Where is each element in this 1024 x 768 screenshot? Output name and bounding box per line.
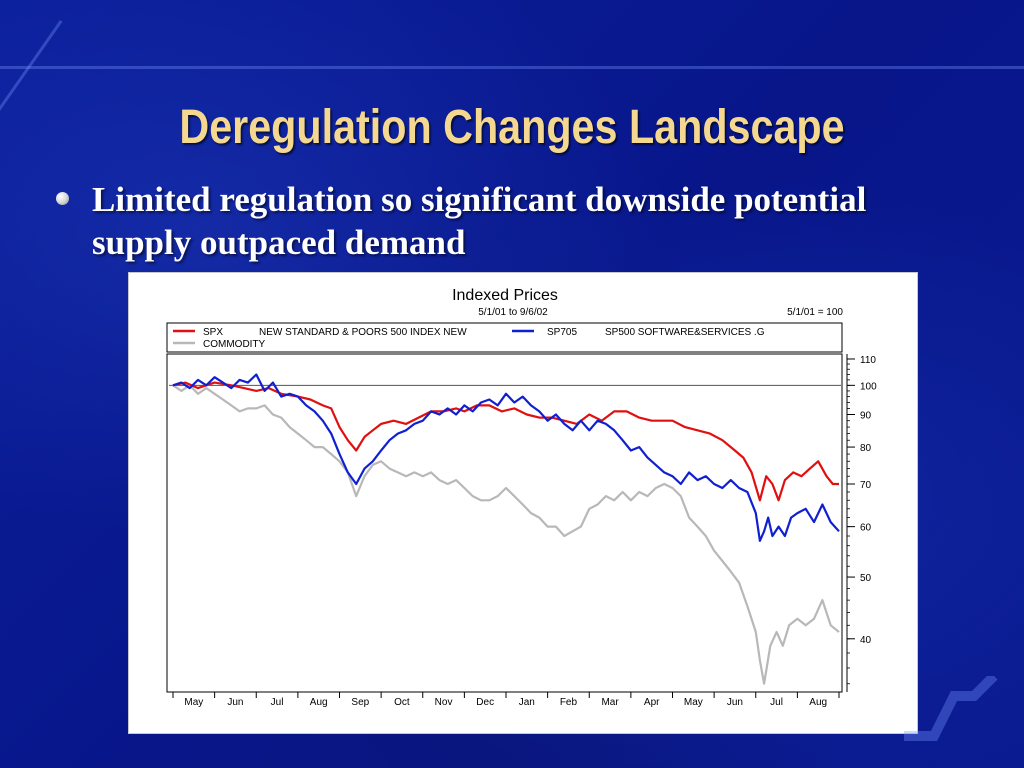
x-tick-label: Dec <box>476 697 494 708</box>
x-tick-label: Feb <box>560 697 578 708</box>
x-tick-label: Mar <box>601 697 619 708</box>
x-tick-label: Jun <box>227 697 243 708</box>
slide-title: Deregulation Changes Landscape <box>179 101 845 154</box>
x-tick-label: Jul <box>271 697 284 708</box>
y-tick-label: 80 <box>860 443 872 454</box>
series-group <box>172 373 840 685</box>
chart-legend-box <box>166 322 843 353</box>
series-line-commodity <box>172 384 840 685</box>
x-tick-label: Nov <box>435 697 453 708</box>
x-tick-label: Sep <box>351 697 369 708</box>
x-axis: May Jun Jul Aug Sep Oct Nov Dec Jan Feb Mar Apr May J… <box>172 692 840 708</box>
x-tick-label: Oct <box>394 697 410 708</box>
corner-logo-mark <box>904 676 998 741</box>
x-tick-label: Aug <box>310 697 328 708</box>
x-tick-label: Aug <box>809 697 827 708</box>
series-line-spx <box>172 381 839 502</box>
y-tick-label: 110 <box>860 355 876 366</box>
y-tick-label: 100 <box>860 381 877 392</box>
legend-code-1: SPX <box>203 327 223 338</box>
bullet-item: Limited regulation so significant downsi… <box>56 178 956 264</box>
chart-base-note: 5/1/01 = 100 <box>787 307 843 318</box>
legend-description-3: COMMODITY <box>203 339 266 350</box>
x-tick-label: Jan <box>519 697 535 708</box>
chart-legend: SPX NEW STANDARD & POORS 500 INDEX NEW SP7… <box>173 327 765 350</box>
bullet-dot-icon <box>56 192 69 205</box>
x-tick-label: Jul <box>770 697 783 708</box>
legend-description-1: NEW STANDARD & POORS 500 INDEX NEW <box>259 327 467 338</box>
legend-code-2: SP705 <box>547 327 577 338</box>
y-axis: 110 100 90 80 70 60 50 40 <box>846 354 877 692</box>
series-line-sp705 <box>172 373 840 542</box>
chart-title: Indexed Prices <box>452 287 558 304</box>
x-tick-label: Apr <box>644 697 660 708</box>
y-tick-label: 50 <box>860 573 872 584</box>
x-tick-label: May <box>684 697 703 708</box>
chart-panel: Indexed Prices 5/1/01 to 9/6/02 5/1/01 =… <box>128 272 918 734</box>
y-tick-label: 60 <box>860 523 872 534</box>
y-tick-label: 40 <box>860 635 872 646</box>
decorative-line-top <box>0 66 1024 69</box>
x-tick-label: Jun <box>727 697 743 708</box>
chart-subtitle: 5/1/01 to 9/6/02 <box>478 307 548 318</box>
y-tick-label: 70 <box>860 480 872 491</box>
bullet-text: Limited regulation so significant downsi… <box>92 180 867 262</box>
y-tick-label: 90 <box>860 410 872 421</box>
indexed-prices-chart: Indexed Prices 5/1/01 to 9/6/02 5/1/01 =… <box>166 287 877 708</box>
plot-area <box>166 353 843 693</box>
legend-description-2: SP500 SOFTWARE&SERVICES .G <box>605 327 765 338</box>
x-tick-label: May <box>184 697 203 708</box>
